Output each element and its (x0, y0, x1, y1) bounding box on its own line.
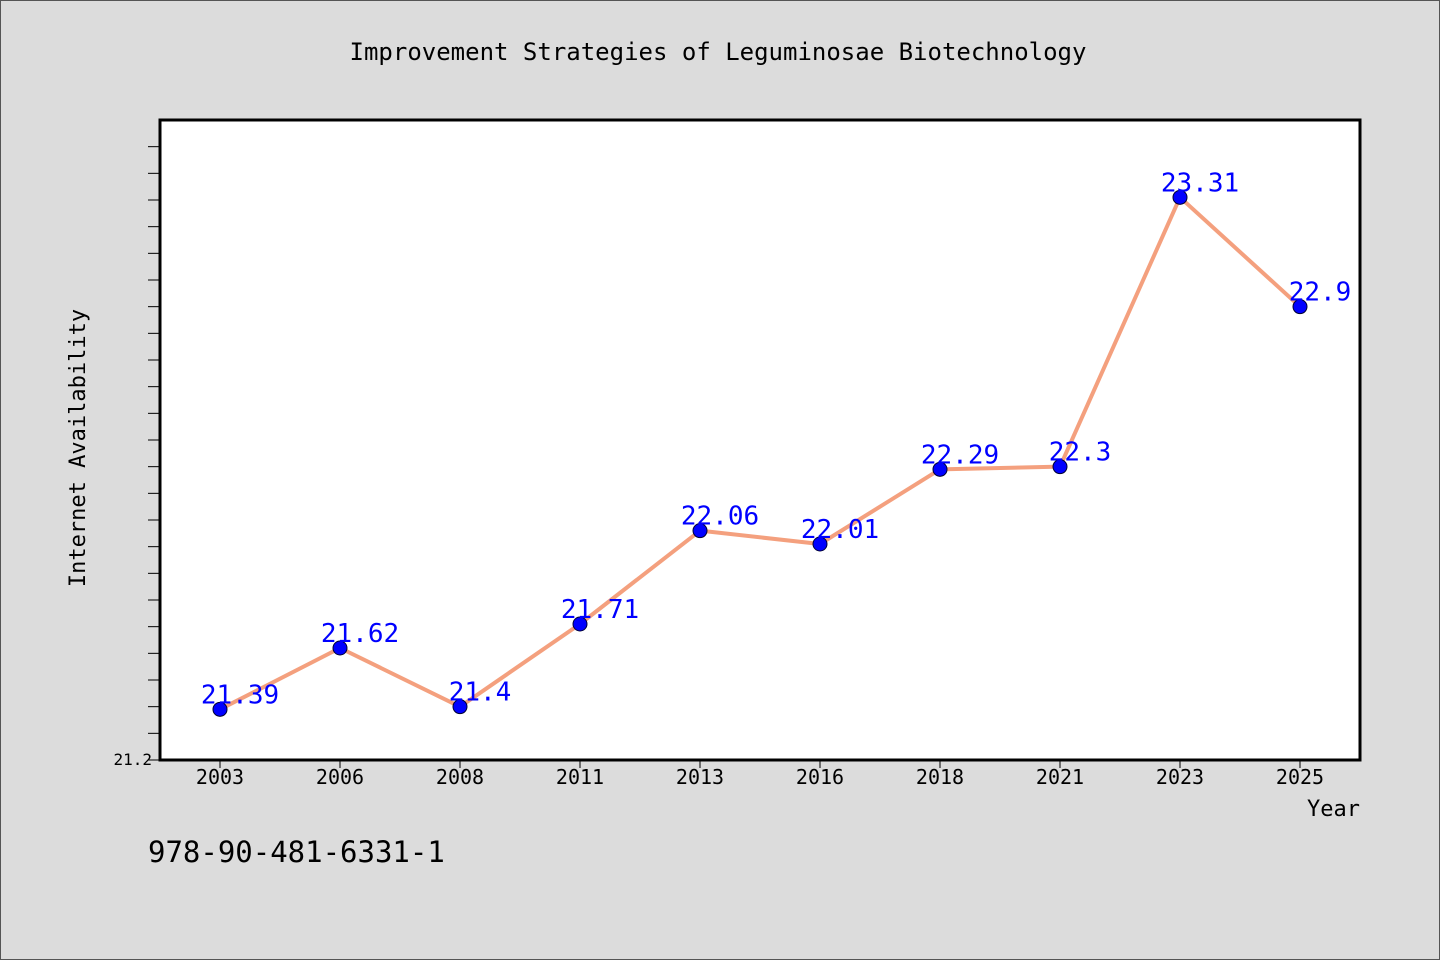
data-point (332, 640, 348, 656)
data-point (452, 699, 468, 715)
x-tick-label: 2013 (676, 765, 724, 789)
data-label: 21.71 (561, 595, 639, 625)
x-tick-label: 2006 (316, 765, 364, 789)
data-point (812, 536, 828, 552)
x-axis-label: Year (1307, 797, 1360, 822)
data-label: 21.62 (321, 619, 399, 649)
data-point (692, 523, 708, 539)
data-point (1292, 299, 1308, 315)
footer-identifier: 978-90-481-6331-1 (148, 835, 445, 869)
x-tick-label: 2016 (796, 765, 844, 789)
data-label: 22.29 (921, 440, 999, 470)
data-point (572, 616, 588, 632)
plot-area (158, 118, 1362, 762)
data-label: 22.3 (1049, 438, 1112, 468)
x-tick-label: 2018 (916, 765, 964, 789)
series-line (218, 195, 1302, 712)
x-tick-label: 2008 (436, 765, 484, 789)
x-tick-label: 2021 (1036, 765, 1084, 789)
y-tick-label: 21.2 (113, 750, 152, 769)
x-tick-label: 2003 (196, 765, 244, 789)
data-label: 21.4 (449, 678, 512, 708)
y-axis-ticks (148, 146, 160, 761)
chart-title: Improvement Strategies of Leguminosae Bi… (350, 38, 1087, 66)
data-label: 21.39 (201, 680, 279, 710)
y-axis-tick-labels: 21.2 (113, 750, 152, 769)
data-label: 23.31 (1161, 168, 1239, 198)
data-label: 22.06 (681, 502, 759, 532)
data-label: 22.01 (801, 515, 879, 545)
data-point (932, 461, 948, 477)
x-tick-label: 2023 (1156, 765, 1204, 789)
data-labels: 21.39 21.62 21.4 21.71 22.06 22.01 22.29 22.3 23… (201, 168, 1351, 710)
data-point (1052, 459, 1068, 475)
x-tick-label: 2011 (556, 765, 604, 789)
x-tick-label: 2025 (1276, 765, 1324, 789)
x-axis-tick-labels: 2003 2006 2008 2011 2013 2016 2018 2021 2023 2025 (196, 765, 1324, 789)
data-point (212, 701, 228, 717)
data-label: 22.9 (1289, 278, 1352, 308)
data-markers (212, 189, 1308, 717)
y-axis-label: Internet Availability (66, 309, 91, 587)
x-axis-ticks (219, 760, 1301, 768)
series-line-group (218, 195, 1302, 712)
data-point (1172, 189, 1188, 205)
